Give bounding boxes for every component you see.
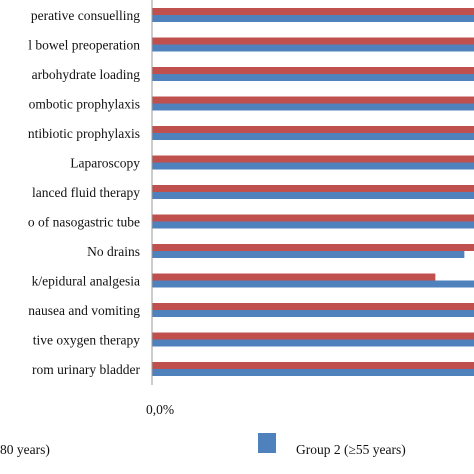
category-label: k/epidural analgesia (32, 274, 140, 289)
legend-item-group-2: Group 2 (≥55 years) (258, 433, 406, 457)
category-label: ntibiotic prophylaxis (28, 126, 140, 141)
category-label: arbohydrate loading (32, 67, 141, 82)
legend: 80 years) Group 2 (≥55 years) (0, 433, 406, 457)
category-label: nausea and vomiting (28, 303, 140, 318)
bar-group-1-9 (152, 273, 436, 281)
bar-group-2-3 (152, 103, 474, 111)
bar-group-1-6 (152, 185, 474, 192)
bar-group-1-11 (152, 332, 474, 340)
bar-group-2-9 (152, 280, 474, 288)
bar-group-2-2 (152, 74, 474, 81)
bar-group-2-1 (152, 44, 474, 52)
bar-group-1-4 (152, 126, 474, 133)
category-label: Laparoscopy (70, 156, 140, 171)
bar-group-1-0 (152, 8, 474, 15)
bar-group-2-12 (152, 369, 474, 376)
bar-group-2-10 (152, 310, 474, 317)
bar-group-2-8 (152, 251, 465, 258)
legend-swatch-group-2 (258, 433, 276, 453)
category-label: l bowel preoperation (28, 38, 140, 53)
bar-group-1-7 (152, 214, 474, 222)
category-label: tive oxygen therapy (33, 333, 140, 348)
category-label: rom urinary bladder (32, 362, 140, 377)
category-label: o of nasogastric tube (28, 215, 140, 230)
category-label: ombotic prophylaxis (29, 97, 140, 112)
category-label: lanced fluid therapy (32, 185, 140, 200)
bar-group-1-1 (152, 37, 474, 45)
category-label: No drains (87, 244, 140, 259)
category-labels: perative consuelling l bowel preoperation… (28, 8, 141, 377)
category-label: perative consuelling (31, 8, 140, 23)
bar-group-1-2 (152, 67, 474, 74)
bars (152, 8, 474, 376)
bar-group-2-11 (152, 339, 474, 347)
legend-label-group-1: 80 years) (0, 442, 50, 457)
bar-group-2-7 (152, 221, 474, 229)
x-tick-label: 0,0% (146, 402, 174, 417)
bar-group-1-8 (152, 244, 474, 251)
bar-group-1-10 (152, 303, 474, 310)
bar-group-1-3 (152, 96, 474, 104)
bar-group-1-12 (152, 362, 474, 369)
bar-group-2-5 (152, 162, 474, 170)
legend-label-group-2: Group 2 (≥55 years) (296, 442, 406, 457)
bar-group-2-6 (152, 192, 474, 199)
bar-group-2-0 (152, 15, 474, 22)
bar-group-1-5 (152, 155, 474, 163)
bar-group-2-4 (152, 133, 474, 140)
legend-item-group-1: 80 years) (0, 442, 50, 457)
